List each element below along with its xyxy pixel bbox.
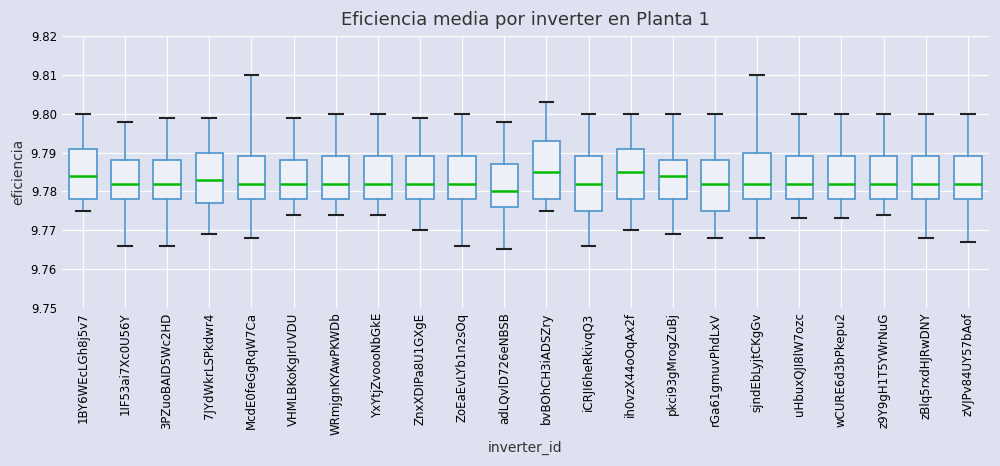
Y-axis label: eficiencia: eficiencia	[11, 139, 25, 205]
PathPatch shape	[196, 152, 223, 203]
PathPatch shape	[870, 157, 897, 199]
PathPatch shape	[364, 157, 392, 199]
PathPatch shape	[280, 160, 307, 199]
PathPatch shape	[406, 157, 434, 199]
PathPatch shape	[322, 157, 349, 199]
PathPatch shape	[533, 141, 560, 199]
PathPatch shape	[153, 160, 181, 199]
PathPatch shape	[111, 160, 139, 199]
PathPatch shape	[491, 164, 518, 207]
PathPatch shape	[238, 157, 265, 199]
PathPatch shape	[659, 160, 687, 199]
PathPatch shape	[828, 157, 855, 199]
PathPatch shape	[617, 149, 644, 199]
PathPatch shape	[701, 160, 729, 211]
PathPatch shape	[786, 157, 813, 199]
X-axis label: inverter_id: inverter_id	[488, 441, 563, 455]
PathPatch shape	[575, 157, 602, 211]
PathPatch shape	[912, 157, 939, 199]
PathPatch shape	[954, 157, 982, 199]
PathPatch shape	[69, 149, 97, 199]
Title: Eficiencia media por inverter en Planta 1: Eficiencia media por inverter en Planta …	[341, 11, 710, 29]
PathPatch shape	[448, 157, 476, 199]
PathPatch shape	[743, 152, 771, 199]
